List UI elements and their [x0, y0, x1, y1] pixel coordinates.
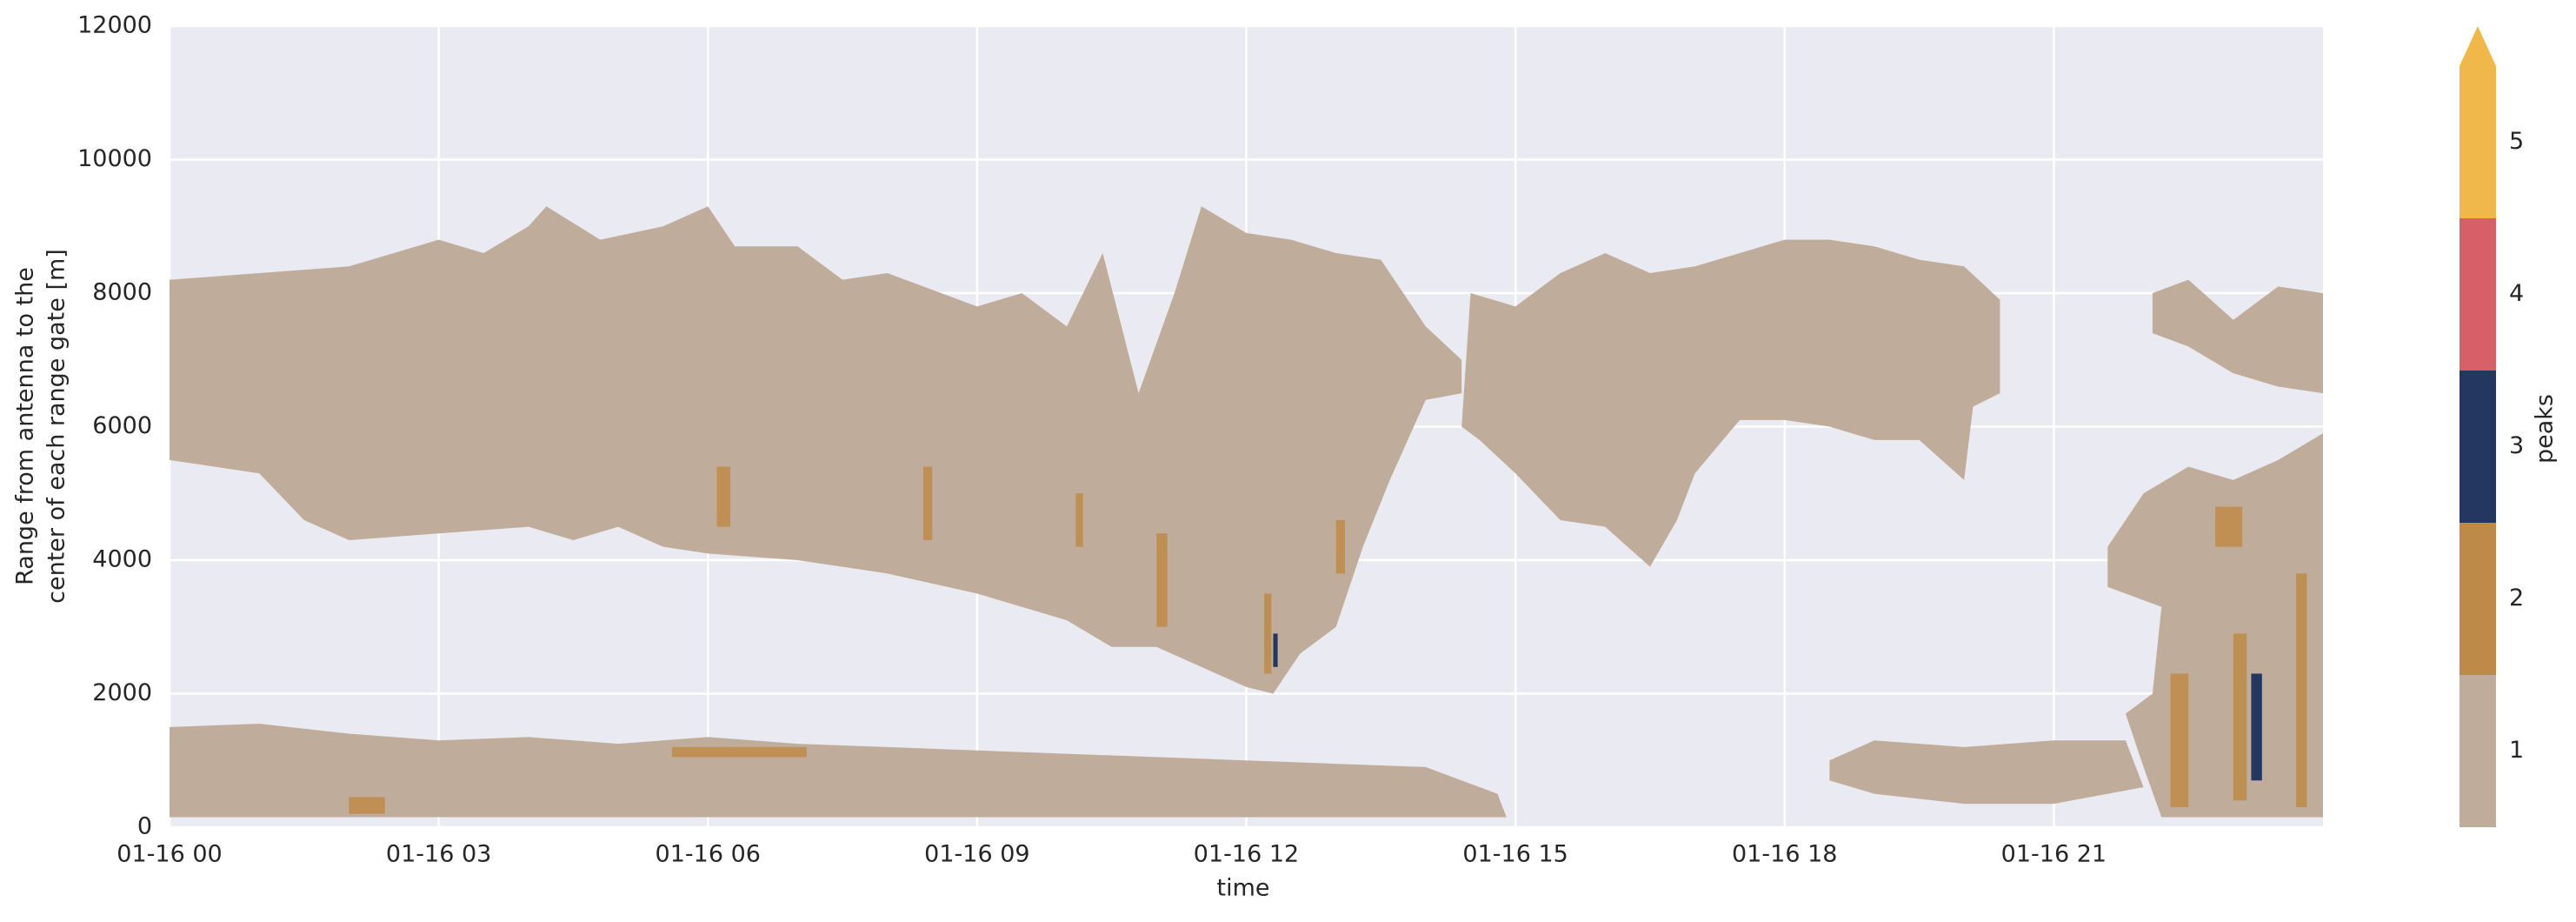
x-tick-label: 01-16 12	[1194, 841, 1299, 868]
echo	[170, 206, 2323, 818]
y-tick-label: 12000	[77, 12, 152, 39]
y-tick-label: 0	[137, 813, 152, 840]
ticks: 01-16 00 01-16 03 01-16 06 01-16 09 01-16 12…	[77, 12, 2107, 868]
colorbar-tick-label: 3	[2509, 432, 2524, 459]
colorbar-segment	[2460, 66, 2496, 218]
colorbar-tick-label: 4	[2509, 280, 2524, 307]
colorbar-tick-label: 1	[2509, 737, 2524, 764]
echo-detail	[349, 466, 2307, 814]
colorbar-tick-label: 5	[2509, 128, 2524, 155]
echo-region	[170, 724, 1507, 818]
y-tick-label: 8000	[92, 279, 152, 306]
x-tick-label: 01-16 21	[2001, 841, 2107, 868]
colorbar: 1 2 3 4 5	[2460, 26, 2524, 827]
y-tick-label: 10000	[77, 145, 152, 172]
echo-region	[1461, 239, 2000, 567]
colorbar-segment	[2460, 523, 2496, 675]
echo-detail	[1273, 633, 2262, 781]
colorbar-tick-label: 2	[2509, 585, 2524, 611]
echo-region	[2152, 279, 2323, 394]
y-axis-label: Range from antenna to the	[12, 267, 39, 585]
colorbar-extension	[2460, 26, 2496, 66]
y-tick-label: 6000	[92, 412, 152, 439]
echo-region	[2107, 433, 2323, 818]
y-axis-label: center of each range gate [m]	[43, 249, 70, 604]
x-tick-label: 01-16 18	[1732, 841, 1837, 868]
echo-region	[170, 206, 1462, 694]
x-axis-label: time	[1216, 875, 1269, 902]
x-tick-label: 01-16 15	[1462, 841, 1568, 868]
echo-region	[1829, 740, 2144, 805]
y-tick-label: 2000	[92, 679, 152, 706]
y-tick-label: 4000	[92, 546, 152, 573]
x-tick-label: 01-16 03	[386, 841, 491, 868]
colorbar-segment	[2460, 675, 2496, 827]
x-tick-label: 01-16 06	[656, 841, 761, 868]
colorbar-label: peaks	[2532, 394, 2559, 464]
x-tick-label: 01-16 00	[116, 841, 222, 868]
x-tick-label: 01-16 09	[924, 841, 1029, 868]
colorbar-segment	[2460, 371, 2496, 523]
colorbar-segment	[2460, 218, 2496, 371]
